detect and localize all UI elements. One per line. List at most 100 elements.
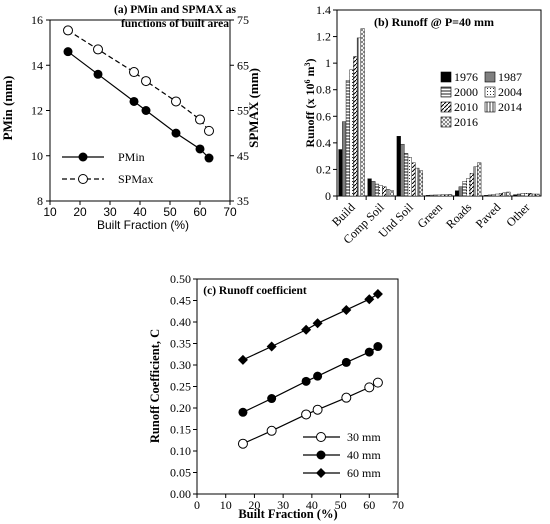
y-tick-label: 0.50 [170, 272, 191, 286]
y-tick-label: 1 [325, 56, 331, 70]
bar-1976-other [513, 194, 518, 197]
bar-2010-comp-soil [382, 186, 387, 197]
bar-2000-und-soil [404, 153, 409, 197]
data-point-60mm [237, 354, 248, 365]
panel-a-legend: PMin SPMax [62, 150, 153, 186]
y-tick-label: 0.25 [170, 380, 191, 394]
x-tick-label: 0 [194, 498, 200, 512]
bar-2014-build [356, 37, 362, 197]
y-tick-label: 0.8 [316, 83, 331, 97]
bar-1976-paved [484, 195, 489, 197]
legend-label-2010: 2010 [454, 100, 478, 114]
bar-2014-roads [473, 166, 478, 197]
panel-c-title: (c) Runoff coefficient [203, 285, 307, 297]
legend-label-60mm: 60 mm [347, 466, 381, 480]
data-point-60mm [341, 304, 352, 315]
x-tick-label: 60 [193, 205, 207, 219]
data-point-60mm [372, 289, 383, 300]
data-point-spmax [129, 67, 139, 78]
bar-2004-build [349, 69, 354, 197]
panel-c-y-label: Runoff Coefficient, C [148, 329, 162, 443]
y-left-tick-label: 14 [31, 58, 43, 72]
data-point-60mm [312, 318, 323, 329]
legend-label-2004: 2004 [498, 85, 522, 99]
y-right-tick-label: 75 [237, 13, 249, 27]
bar-2000-other [520, 193, 525, 197]
data-point-spmax [141, 76, 151, 87]
data-point-40mm [364, 347, 374, 357]
bar-2014-paved [502, 192, 507, 197]
data-point-pmin [195, 144, 205, 154]
category-label-green: Green [414, 200, 445, 231]
legend-swatch-2014 [484, 101, 496, 113]
panel-c-axes: 0 10 20 30 40 50 60 70 0.00 0.05 0.10 0.15 0.20 0.25 0… [170, 272, 404, 512]
x-tick-label: 70 [223, 205, 237, 219]
bar-2016-und-soil [418, 170, 424, 197]
data-point-30mm [364, 382, 375, 393]
legend-label-spmax: SPMax [118, 172, 153, 186]
bar-2000-green [433, 194, 438, 197]
x-tick-label: 30 [103, 205, 117, 219]
bar-2014-comp-soil [386, 189, 391, 197]
bar-2010-paved [498, 193, 504, 197]
y-tick-label: 0.40 [170, 315, 191, 329]
panel-a-title-line1: (a) PMin and SPMAX as [114, 4, 237, 16]
x-tick-label: 50 [163, 205, 177, 219]
legend-swatch-2004 [484, 86, 496, 98]
data-point-30mm [341, 392, 352, 403]
series-line-spmax [67, 29, 210, 132]
bar-1976-und-soil [396, 136, 401, 197]
bar-2010-green [440, 194, 445, 197]
bar-2010-und-soil [411, 162, 416, 197]
bar-1987-paved [487, 194, 492, 197]
y-right-tick-label: 35 [237, 194, 249, 208]
y-tick-label: 0.6 [316, 109, 331, 123]
legend-swatch-2016 [440, 116, 452, 128]
data-point-spmax [171, 96, 181, 107]
panel-c-runoff-coefficient: (c) Runoff coefficient 0 10 20 30 40 50 60 70 0.… [148, 272, 404, 521]
data-point-40mm [373, 342, 383, 352]
panel-b-y-label: Runoff (x 106 m3) [303, 58, 317, 147]
legend-marker-spmax [78, 174, 88, 184]
series-line-60mm [242, 293, 379, 361]
y-tick-label: 0.15 [170, 423, 191, 437]
panel-c-marks [237, 289, 383, 449]
bar-1976-build [338, 149, 343, 197]
data-point-40mm [267, 394, 277, 404]
legend-marker-40mm [316, 450, 326, 460]
x-tick-label: 20 [248, 498, 260, 512]
data-point-30mm [372, 377, 383, 388]
bar-2000-paved [491, 194, 496, 197]
bar-1987-other [516, 193, 522, 197]
bar-2014-other [531, 193, 536, 197]
bar-2010-other [528, 193, 533, 197]
data-point-40mm [341, 357, 351, 367]
panel-b-runoff: (b) Runoff @ P=40 mm 0 0.2 0.4 0.6 0.8 1 1.2 1.… [303, 3, 542, 247]
x-tick-label: 60 [363, 498, 375, 512]
legend-label-2016: 2016 [454, 115, 478, 129]
bar-2004-other [524, 193, 529, 197]
bar-1987-green [429, 194, 434, 197]
y-tick-label: 1.2 [316, 30, 331, 44]
legend-swatch-1987 [484, 71, 496, 83]
panel-b-legend: 1976 1987 2000 2004 2010 2014 2016 [440, 70, 522, 129]
panel-a-x-label: Built Fraction (%) [97, 218, 189, 232]
legend-label-30mm: 30 mm [347, 430, 381, 444]
category-label-paved: Paved [473, 200, 504, 231]
bar-2014-und-soil [415, 167, 420, 197]
y-left-tick-label: 12 [31, 104, 43, 118]
data-point-60mm [301, 324, 312, 335]
data-point-30mm [266, 425, 277, 436]
bar-2016-roads [477, 162, 482, 197]
bar-1987-build [342, 121, 347, 197]
legend-label-2014: 2014 [498, 100, 522, 114]
bar-2004-comp-soil [378, 185, 383, 197]
y-tick-label: 0.4 [316, 136, 331, 150]
legend-marker-30mm [316, 432, 326, 442]
panel-c-legend: 30 mm 40 mm 60 mm [303, 430, 381, 480]
y-tick-label: 0.05 [170, 466, 191, 480]
bar-2014-green [444, 194, 449, 197]
y-tick-label: 0.10 [170, 444, 191, 458]
bar-2010-build [353, 56, 358, 197]
